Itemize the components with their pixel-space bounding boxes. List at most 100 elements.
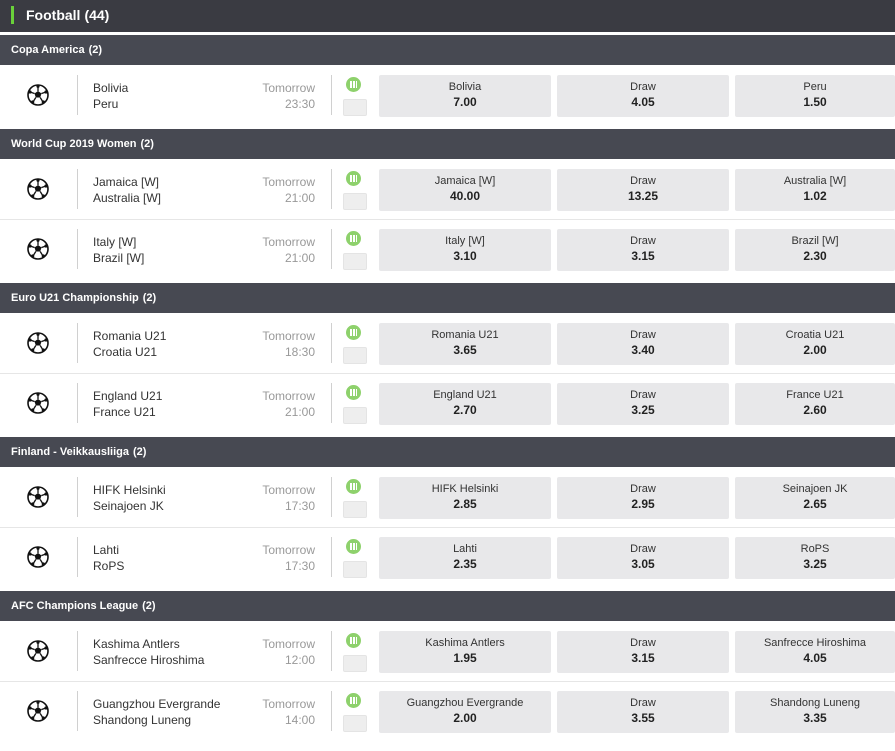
match-row[interactable]: Jamaica [W] Australia [W] Tomorrow 21:00…: [0, 163, 895, 220]
match-teams[interactable]: Jamaica [W] Australia [W]: [93, 174, 161, 206]
match-teams[interactable]: Romania U21 Croatia U21: [93, 328, 166, 360]
odds-home-button[interactable]: Kashima Antlers 1.95: [379, 631, 551, 673]
odds-value: 13.25: [627, 189, 659, 203]
match-row[interactable]: England U21 France U21 Tomorrow 21:00 En…: [0, 377, 895, 429]
match-teams[interactable]: England U21 France U21: [93, 388, 162, 420]
odds-draw-button[interactable]: Draw 13.25: [557, 169, 729, 211]
match-hour: 14:00: [284, 713, 315, 727]
odds-draw-button[interactable]: Draw 4.05: [557, 75, 729, 117]
match-teams[interactable]: Bolivia Peru: [93, 80, 128, 112]
odds-draw-button[interactable]: Draw 2.95: [557, 477, 729, 519]
match-row[interactable]: Italy [W] Brazil [W] Tomorrow 21:00 Ital…: [0, 223, 895, 275]
stats-icon[interactable]: [346, 171, 361, 186]
odds-label: Bolivia: [448, 81, 482, 93]
odds-label: Draw: [630, 483, 656, 495]
league-header[interactable]: Finland - Veikkausliiga (2): [0, 437, 895, 467]
match-hour: 17:30: [284, 499, 315, 513]
odds-away-button[interactable]: Shandong Luneng 3.35: [735, 691, 895, 733]
divider: [331, 631, 332, 671]
home-team: Romania U21: [93, 329, 167, 343]
away-team: Australia [W]: [93, 191, 162, 205]
odds-away-button[interactable]: RoPS 3.25: [735, 537, 895, 579]
match-row[interactable]: HIFK Helsinki Seinajoen JK Tomorrow 17:3…: [0, 471, 895, 528]
divider: [331, 537, 332, 577]
divider: [77, 537, 78, 577]
odds-label: RoPS: [800, 543, 830, 555]
odds-home-button[interactable]: Guangzhou Evergrande 2.00: [379, 691, 551, 733]
odds-label: Draw: [630, 235, 656, 247]
odds-draw-button[interactable]: Draw 3.25: [557, 383, 729, 425]
odds-away-button[interactable]: Peru 1.50: [735, 75, 895, 117]
row-divider: [0, 373, 895, 374]
odds-draw-button[interactable]: Draw 3.15: [557, 229, 729, 271]
away-team: Shandong Luneng: [93, 713, 192, 727]
stats-icon[interactable]: [346, 325, 361, 340]
league-header[interactable]: World Cup 2019 Women (2): [0, 129, 895, 159]
odds-away-button[interactable]: Seinajoen JK 2.65: [735, 477, 895, 519]
match-row[interactable]: Lahti RoPS Tomorrow 17:30 Lahti 2.35 Draw…: [0, 531, 895, 583]
odds-home-button[interactable]: Bolivia 7.00: [379, 75, 551, 117]
odds-label: France U21: [786, 389, 844, 401]
odds-draw-button[interactable]: Draw 3.40: [557, 323, 729, 365]
odds-away-button[interactable]: Croatia U21 2.00: [735, 323, 895, 365]
match-hour: 21:00: [284, 405, 315, 419]
odds-draw-button[interactable]: Draw 3.15: [557, 631, 729, 673]
home-team: Kashima Antlers: [93, 637, 180, 651]
match-teams[interactable]: Lahti RoPS: [93, 542, 124, 574]
stats-icon[interactable]: [346, 693, 361, 708]
odds-value: 3.25: [631, 403, 655, 417]
stats-icon[interactable]: [346, 385, 361, 400]
match-teams[interactable]: Italy [W] Brazil [W]: [93, 234, 144, 266]
divider: [331, 323, 332, 363]
odds-label: England U21: [433, 389, 497, 401]
match-row[interactable]: Guangzhou Evergrande Shandong Luneng Tom…: [0, 685, 895, 737]
odds-draw-button[interactable]: Draw 3.05: [557, 537, 729, 579]
league-name: World Cup 2019 Women: [11, 138, 137, 150]
odds-home-button[interactable]: Lahti 2.35: [379, 537, 551, 579]
match-hour: 23:30: [284, 97, 315, 111]
odds-home-button[interactable]: England U21 2.70: [379, 383, 551, 425]
odds-home-button[interactable]: HIFK Helsinki 2.85: [379, 477, 551, 519]
sport-name: Football: [26, 7, 81, 23]
odds-label: Seinajoen JK: [782, 483, 848, 495]
league-header[interactable]: Copa America (2): [0, 35, 895, 65]
match-row[interactable]: Romania U21 Croatia U21 Tomorrow 18:30 R…: [0, 317, 895, 374]
stats-icon[interactable]: [346, 539, 361, 554]
odds-value: 7.00: [453, 95, 477, 109]
odds-away-button[interactable]: Australia [W] 1.02: [735, 169, 895, 211]
odds-value: 2.00: [803, 343, 827, 357]
divider: [331, 383, 332, 423]
match-day: Tomorrow: [262, 81, 315, 95]
match-day: Tomorrow: [262, 697, 315, 711]
football-icon: [27, 392, 49, 414]
odds-home-button[interactable]: Romania U21 3.65: [379, 323, 551, 365]
odds-label: HIFK Helsinki: [431, 483, 499, 495]
league-header[interactable]: AFC Champions League (2): [0, 591, 895, 621]
match-teams[interactable]: HIFK Helsinki Seinajoen JK: [93, 482, 166, 514]
away-team: Seinajoen JK: [93, 499, 164, 513]
odds-home-button[interactable]: Italy [W] 3.10: [379, 229, 551, 271]
stats-icon[interactable]: [346, 231, 361, 246]
match-row[interactable]: Kashima Antlers Sanfrecce Hiroshima Tomo…: [0, 625, 895, 682]
league-header[interactable]: Euro U21 Championship (2): [0, 283, 895, 313]
odds-draw-button[interactable]: Draw 3.55: [557, 691, 729, 733]
accent-bar: [11, 6, 14, 24]
divider: [331, 229, 332, 269]
stats-icon[interactable]: [346, 633, 361, 648]
match-teams[interactable]: Guangzhou Evergrande Shandong Luneng: [93, 696, 220, 728]
away-team: Brazil [W]: [93, 251, 145, 265]
match-time: Tomorrow 17:30: [262, 542, 315, 574]
match-teams[interactable]: Kashima Antlers Sanfrecce Hiroshima: [93, 636, 204, 668]
stats-icon[interactable]: [346, 77, 361, 92]
match-row[interactable]: Bolivia Peru Tomorrow 23:30 Bolivia 7.00 …: [0, 69, 895, 121]
match-time: Tomorrow 14:00: [262, 696, 315, 728]
odds-away-button[interactable]: Sanfrecce Hiroshima 4.05: [735, 631, 895, 673]
odds-away-button[interactable]: Brazil [W] 2.30: [735, 229, 895, 271]
home-team: England U21: [93, 389, 163, 403]
sport-header: Football (44): [0, 0, 895, 32]
stats-icon[interactable]: [346, 479, 361, 494]
odds-away-button[interactable]: France U21 2.60: [735, 383, 895, 425]
odds-label: Draw: [630, 81, 656, 93]
match-hour: 17:30: [284, 559, 315, 573]
odds-home-button[interactable]: Jamaica [W] 40.00: [379, 169, 551, 211]
